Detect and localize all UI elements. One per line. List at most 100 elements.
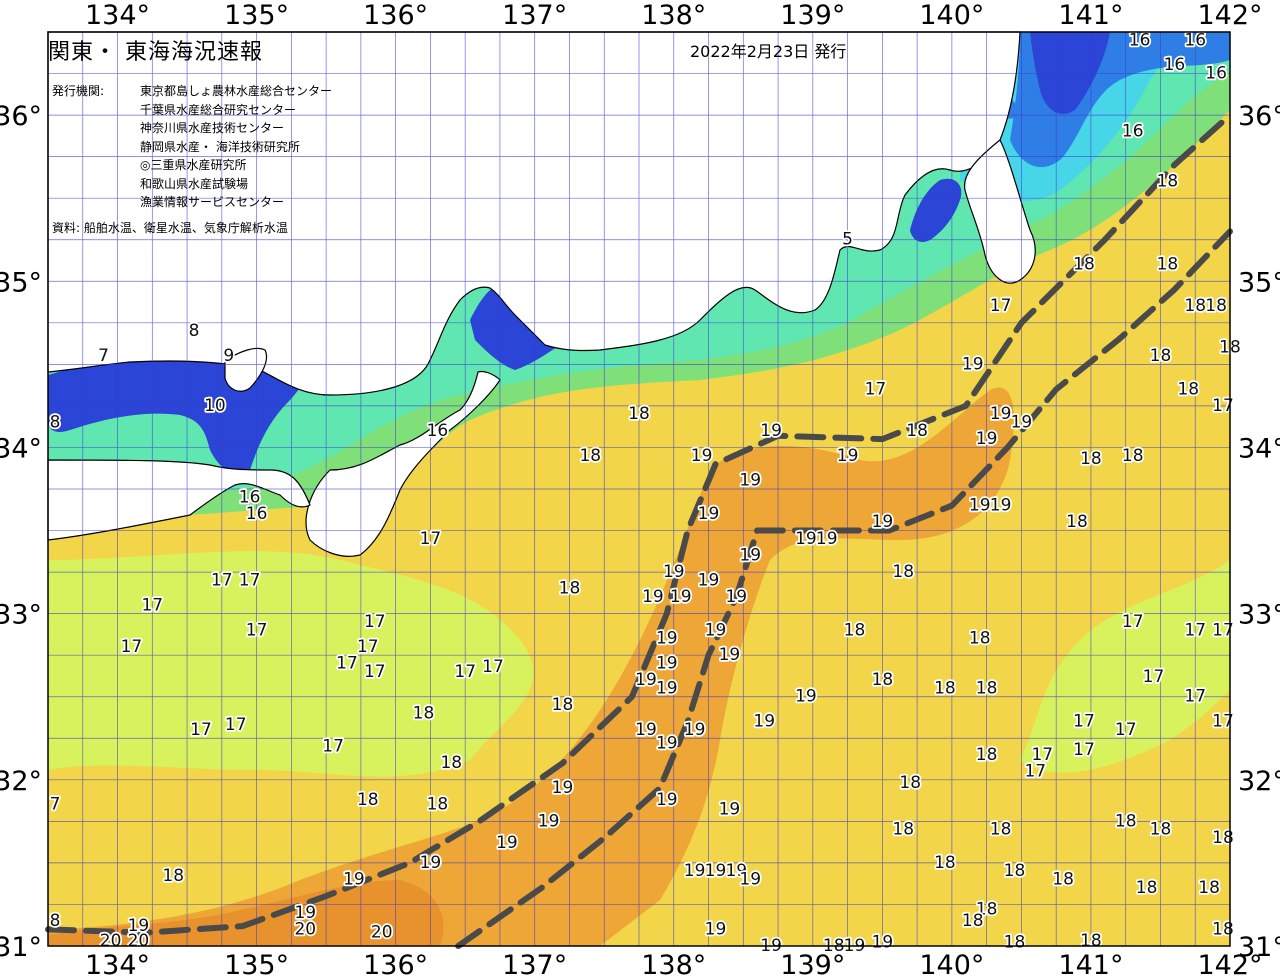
temperature-label: 19 (698, 504, 720, 524)
sea-19-core (48, 387, 1014, 946)
kuroshio-axis-1 (45, 112, 1233, 936)
temperature-label: 18 (934, 678, 956, 698)
temperature-label: 5 (842, 230, 853, 250)
issue-date: 2022年2月23日 発行 (690, 42, 847, 61)
map-title: 関東・ 東海海況速報 (48, 40, 263, 65)
temperature-label: 18 (1136, 878, 1158, 898)
temperature-label: 19 (725, 587, 747, 607)
temperature-label: 19 (816, 529, 838, 549)
agency-label: 発行機関: (52, 84, 105, 98)
temperature-label: 17 (420, 529, 442, 549)
temperature-label: 18 (1184, 296, 1206, 316)
temperature-label: 18 (559, 579, 581, 599)
land-honshu (47, 31, 1021, 396)
temperature-label: 16 (246, 504, 268, 524)
temperature-label: 19 (552, 778, 574, 798)
temperature-label: 17 (1184, 620, 1206, 640)
temperature-label: 7 (50, 795, 61, 815)
temperature-label: 19 (684, 720, 706, 740)
agency-item: 漁業情報サービスセンター (140, 195, 285, 209)
data-source: 資料: 船舶水温、衛星水温、気象庁解析水温 (52, 221, 288, 235)
map-frame (47, 31, 1231, 947)
temperature-label: 7 (98, 346, 109, 366)
temperature-label: 17 (1073, 740, 1095, 760)
temperature-label: 18 (969, 629, 991, 649)
temperature-label: 18 (906, 421, 928, 441)
lat-tick-label: 33° (1238, 600, 1280, 631)
temperature-label: 19 (990, 404, 1012, 424)
lon-tick-label: 142° (1197, 0, 1262, 31)
agency-item: 和歌山県水産試験場 (140, 176, 249, 191)
temperature-label: 19 (795, 529, 817, 549)
temperature-label: 18 (899, 773, 921, 793)
lon-labels-top: 134° 135° 136° 137° 138° 139° 140° 141° 142° (85, 0, 1263, 31)
temperature-label: 18 (1004, 861, 1026, 881)
temperature-label: 18 (1198, 878, 1220, 898)
temperature-label: 18 (1205, 296, 1227, 316)
lat-tick-label: 32° (1238, 766, 1280, 797)
temperature-label: 19 (705, 861, 727, 881)
lon-tick-label: 142° (1197, 950, 1262, 980)
lon-tick-label: 137° (502, 0, 567, 31)
temperature-label: 19 (739, 471, 761, 491)
temperature-label: 17 (357, 637, 379, 657)
lon-tick-label: 135° (224, 0, 289, 31)
land (47, 31, 1036, 557)
temperature-label: 19 (760, 421, 782, 441)
lat-tick-label: 35° (1238, 267, 1280, 298)
temperature-label: 17 (865, 379, 887, 399)
temperature-label: 17 (246, 620, 268, 640)
temperature-label: 19 (739, 870, 761, 890)
temperature-label: 19 (739, 546, 761, 566)
temperature-label: 18 (1177, 379, 1199, 399)
temperature-label: 18 (1115, 811, 1137, 831)
lat-tick-label: 36° (0, 101, 42, 132)
temperature-label: 18 (976, 678, 998, 698)
temperature-label: 8 (189, 321, 200, 341)
temperature-label: 18 (934, 853, 956, 873)
temperature-label: 18 (872, 670, 894, 690)
temperature-label: 19 (976, 429, 998, 449)
lon-tick-label: 136° (363, 0, 428, 31)
temperature-label: 19 (538, 811, 560, 831)
temperature-label: 10 (204, 396, 226, 416)
agency-item: 神奈川県水産技術センター (140, 121, 285, 135)
temperature-label: 19 (705, 620, 727, 640)
temperature-label: 19 (990, 496, 1012, 516)
temperature-label: 18 (844, 620, 866, 640)
temperature-label: 19 (698, 570, 720, 590)
temperature-label: 19 (656, 629, 678, 649)
temperature-label: 16 (427, 421, 449, 441)
temperature-label: 18 (1066, 512, 1088, 532)
temperature-label: 18 (413, 703, 435, 723)
temperature-label: 19 (1011, 413, 1033, 433)
temperature-label: 18 (628, 404, 650, 424)
temperature-label: 18 (1122, 446, 1144, 466)
temperature-label: 19 (496, 833, 518, 853)
temperature-label: 17 (454, 662, 476, 682)
lon-tick-label: 139° (780, 0, 845, 31)
temperature-label: 18 (440, 753, 462, 773)
agency-list: 東京都島しょ農林水産総合センター 千葉県水産総合研究センター 神奈川県水産技術セ… (140, 82, 332, 212)
temperature-label: 18 (962, 911, 984, 931)
temperature-label: 17 (141, 595, 163, 615)
temperature-label: 17 (336, 654, 358, 674)
temperature-label: 19 (872, 933, 894, 953)
temperature-label: 16 (1184, 30, 1206, 50)
temperature-label: 9 (223, 346, 234, 366)
lat-tick-label: 34° (1238, 433, 1280, 464)
kuroshio-axes (45, 112, 1233, 949)
agency-item: 千葉県水産総合研究センター (140, 102, 297, 117)
land-shikoku (47, 459, 311, 541)
lon-tick-label: 140° (919, 0, 984, 31)
temperature-label: 18 (1150, 346, 1172, 366)
land-izu-boso (963, 139, 1036, 284)
temperature-label: 17 (364, 612, 386, 632)
lon-labels-bottom: 134° 135° 136° 137° 138° 139° 140° 141° 142° (85, 950, 1263, 980)
temperature-label: 19 (635, 720, 657, 740)
lon-tick-label: 137° (502, 950, 567, 980)
lat-tick-label: 36° (1238, 101, 1280, 132)
lat-lon-grid (47, 31, 1231, 947)
temperature-label: 17 (364, 662, 386, 682)
